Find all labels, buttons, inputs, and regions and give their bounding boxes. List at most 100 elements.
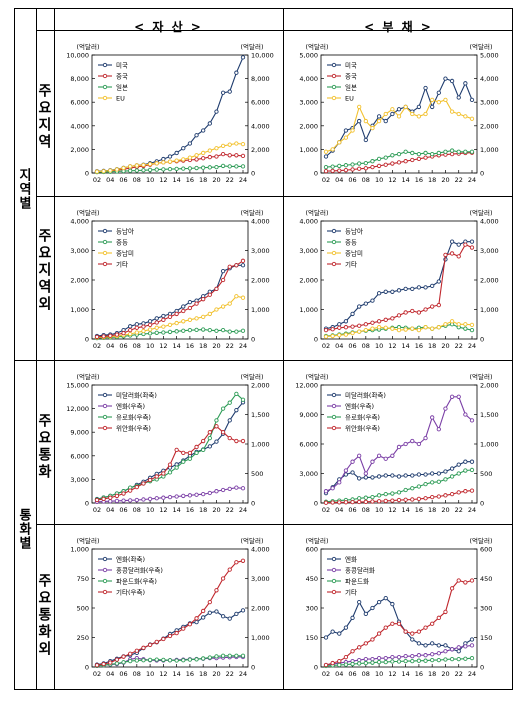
data-point: [403, 104, 408, 110]
data-point: [363, 471, 368, 476]
legend-marker: [102, 62, 108, 68]
data-point: [227, 567, 232, 572]
data-point: [469, 655, 475, 661]
data-point: [416, 484, 422, 489]
data-point: [220, 653, 226, 658]
data-point: [357, 645, 362, 650]
data-point: [201, 615, 206, 620]
data-point: [416, 114, 422, 119]
data-point: [323, 168, 329, 174]
data-point: [201, 165, 206, 170]
data-point: [214, 109, 219, 114]
data-point: [174, 150, 179, 156]
data-point: [240, 558, 246, 563]
data-point: [370, 298, 375, 303]
legend-label: 홍콩달러화: [345, 566, 375, 575]
frame-line: [512, 8, 513, 690]
data-point: [410, 631, 415, 636]
data-point: [337, 163, 342, 169]
data-point: [390, 326, 395, 331]
data-point: [396, 114, 402, 119]
data-point: [396, 151, 402, 157]
data-point: [390, 111, 395, 117]
x-tick-label: 16: [415, 506, 423, 514]
data-point: [207, 154, 212, 160]
data-point: [463, 114, 468, 119]
row-label-major-currency: 주요통화: [36, 413, 52, 481]
data-point: [357, 657, 362, 663]
data-point: [234, 485, 239, 490]
x-tick-label: 16: [415, 176, 423, 184]
data-point: [108, 499, 113, 504]
y-tick-label-left: 6,000: [299, 441, 318, 449]
x-tick-label: 16: [415, 670, 423, 678]
x-tick-label: 14: [401, 506, 409, 514]
x-tick-label: 04: [106, 506, 114, 514]
unit-label-left: (억달러): [305, 42, 328, 51]
data-point: [396, 160, 402, 165]
data-point: [108, 660, 113, 665]
data-point: [114, 657, 120, 662]
x-tick-label: 04: [106, 176, 114, 184]
data-point: [323, 327, 329, 333]
data-point: [469, 116, 475, 121]
data-point: [128, 164, 133, 169]
data-point: [161, 657, 166, 663]
x-tick-label: 04: [335, 342, 343, 350]
y-tick-label-left: 4,000: [70, 218, 89, 226]
data-point: [410, 497, 415, 502]
unit-label-right: (억달러): [469, 42, 492, 51]
x-tick-label: 02: [93, 176, 101, 184]
legend-marker: [102, 589, 108, 595]
data-point: [350, 499, 355, 505]
y-tick-label-right: 2,000: [480, 382, 499, 390]
data-point: [416, 285, 422, 290]
data-point: [187, 456, 193, 461]
data-point: [181, 304, 186, 309]
data-point: [240, 328, 246, 333]
data-point: [383, 473, 388, 478]
data-point: [396, 327, 402, 333]
data-point: [167, 154, 173, 159]
data-point: [416, 327, 422, 333]
data-point: [469, 643, 475, 648]
data-point: [383, 491, 388, 497]
x-tick-label: 04: [106, 342, 114, 350]
chart-assets-major-region: (억달러) (억달러) 0 2,000 4,000 6,000 8,000 10,000 0 2,…: [66, 42, 274, 184]
data-point: [101, 169, 106, 174]
y-tick-label-left: 9,000: [70, 429, 89, 437]
legend-marker: [102, 84, 108, 90]
y-tick-label-left: 12,000: [295, 382, 318, 390]
data-point: [194, 657, 199, 662]
y-tick-label-left: 3,000: [70, 247, 89, 255]
data-point: [410, 157, 415, 163]
data-point: [456, 645, 461, 650]
data-point: [167, 314, 173, 320]
data-point: [343, 655, 349, 660]
frame-line: [36, 524, 513, 525]
legend-marker: [102, 414, 108, 420]
x-tick-label: 10: [375, 342, 383, 350]
data-point: [370, 499, 375, 504]
data-point: [147, 331, 153, 336]
data-point: [174, 320, 179, 326]
data-point: [121, 498, 126, 503]
x-tick-label: 06: [348, 670, 356, 678]
group-label-region: 지역별: [16, 168, 31, 210]
data-point: [443, 493, 448, 498]
legend-label: 파운드화: [345, 577, 369, 586]
data-point: [410, 286, 415, 292]
data-point: [416, 441, 422, 447]
data-point: [154, 639, 159, 645]
y-tick-label-left: 150: [306, 634, 318, 642]
x-tick-label: 10: [375, 176, 383, 184]
data-point: [201, 491, 206, 497]
data-point: [430, 471, 435, 476]
x-tick-label: 04: [335, 506, 343, 514]
data-point: [134, 168, 139, 173]
y-tick-label-left: 750: [77, 575, 89, 583]
data-point: [463, 322, 468, 327]
y-tick-label-left: 2,000: [299, 122, 318, 130]
data-point: [390, 453, 395, 458]
legend-label: 유로화(우측): [116, 413, 151, 422]
